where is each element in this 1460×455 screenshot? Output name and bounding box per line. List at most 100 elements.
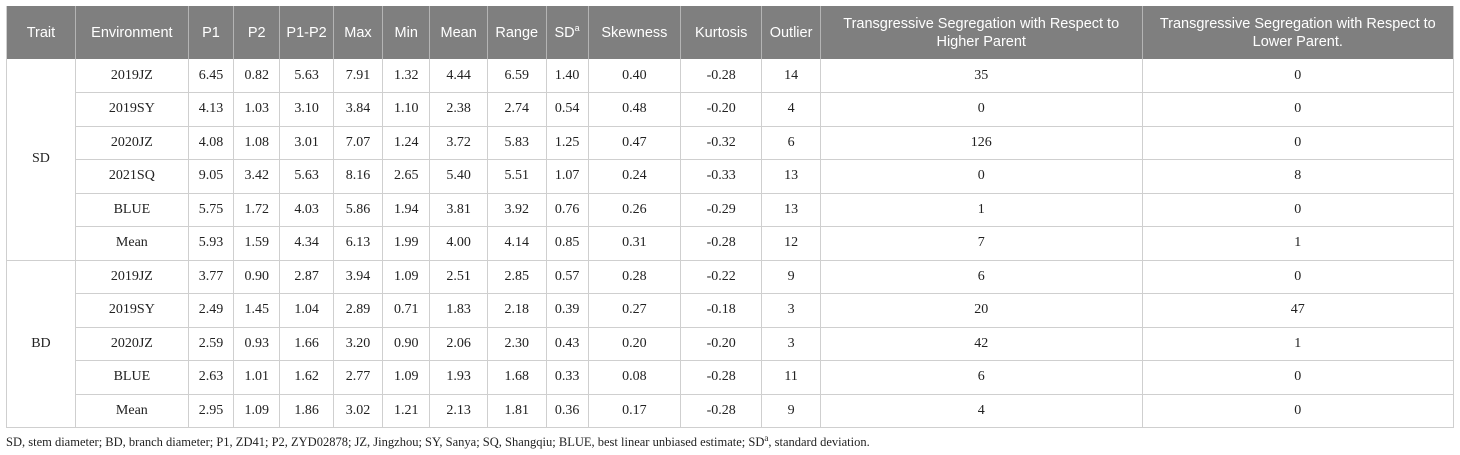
cell-min: 1.32 — [382, 59, 431, 93]
cell-environment: 2019SY — [75, 293, 189, 328]
cell-environment: 2020JZ — [75, 126, 189, 160]
cell-max: 5.86 — [333, 193, 384, 227]
cell-p2: 3.42 — [233, 159, 281, 194]
cell-p1: 4.08 — [188, 126, 235, 160]
cell-p1-p2: 4.03 — [279, 193, 334, 227]
cell-transgressive-lower: 0 — [1142, 259, 1454, 294]
cell-transgressive-lower: 1 — [1142, 327, 1454, 361]
cell-mean: 2.38 — [429, 92, 488, 127]
cell-skewness: 0.28 — [588, 259, 682, 294]
cell-min: 1.21 — [382, 394, 431, 428]
cell-p1: 2.63 — [188, 360, 235, 395]
cell-transgressive-lower: 0 — [1142, 193, 1454, 227]
cell-transgressive-lower: 0 — [1142, 394, 1454, 428]
cell-kurtosis: -0.20 — [680, 327, 763, 361]
table-row: 2019SY 2.49 1.45 1.04 2.89 0.71 1.83 2.18 0.39 0.… — [7, 293, 1454, 328]
cell-mean: 4.00 — [429, 226, 488, 261]
cell-p1-p2: 5.63 — [279, 59, 334, 93]
cell-transgressive-higher: 0 — [820, 92, 1143, 127]
cell-sd: 0.39 — [546, 293, 589, 328]
header-mean: Mean — [429, 6, 488, 59]
cell-p2: 1.03 — [233, 92, 281, 127]
table-row: 2020JZ 4.08 1.08 3.01 7.07 1.24 3.72 5.83 1.25 0.… — [7, 126, 1454, 160]
cell-p1: 2.49 — [188, 293, 235, 328]
cell-transgressive-higher: 0 — [820, 159, 1143, 194]
cell-max: 2.89 — [333, 293, 384, 328]
cell-transgressive-higher: 4 — [820, 394, 1143, 428]
cell-sd: 1.40 — [546, 59, 589, 93]
cell-min: 1.09 — [382, 360, 431, 395]
cell-environment: 2019JZ — [75, 259, 189, 294]
cell-environment: 2019JZ — [75, 59, 189, 93]
table-row: SD 2019JZ 6.45 0.82 5.63 7.91 1.32 4.44 6.59 1.40… — [6, 59, 1454, 261]
cell-p1-p2: 1.66 — [279, 327, 334, 361]
cell-max: 3.02 — [333, 394, 384, 428]
table-row: BLUE 2.63 1.01 1.62 2.77 1.09 1.93 1.68 0.33 0.08… — [7, 360, 1454, 395]
cell-environment: Mean — [75, 394, 189, 428]
cell-p1-p2: 1.86 — [279, 394, 334, 428]
cell-range: 2.74 — [487, 92, 547, 127]
cell-mean: 2.13 — [429, 394, 488, 428]
cell-skewness: 0.27 — [588, 293, 682, 328]
cell-min: 1.99 — [382, 226, 431, 261]
cell-mean: 3.81 — [429, 193, 488, 227]
cell-transgressive-lower: 0 — [1142, 59, 1454, 93]
cell-p1: 3.77 — [188, 259, 235, 294]
header-trait: Trait — [6, 6, 76, 59]
table-footnote: SD, stem diameter; BD, branch diameter; … — [6, 433, 870, 450]
cell-outlier: 13 — [761, 193, 821, 227]
cell-environment: BLUE — [75, 360, 189, 395]
header-kurtosis: Kurtosis — [680, 6, 763, 59]
cell-environment: Mean — [75, 226, 189, 261]
cell-skewness: 0.48 — [588, 92, 682, 127]
cell-min: 1.10 — [382, 92, 431, 127]
cell-transgressive-lower: 0 — [1142, 126, 1454, 160]
cell-sd: 1.07 — [546, 159, 589, 194]
cell-mean: 4.44 — [429, 59, 488, 93]
cell-outlier: 4 — [761, 92, 821, 127]
header-skewness: Skewness — [588, 6, 682, 59]
table-row: BLUE 5.75 1.72 4.03 5.86 1.94 3.81 3.92 0.76 0.26… — [7, 193, 1454, 227]
cell-p2: 1.01 — [233, 360, 281, 395]
cell-p2: 1.59 — [233, 226, 281, 261]
cell-skewness: 0.40 — [588, 59, 682, 93]
header-outlier: Outlier — [761, 6, 821, 59]
cell-range: 5.83 — [487, 126, 547, 160]
table-body: SD 2019JZ 6.45 0.82 5.63 7.91 1.32 4.44 6.59 1.40… — [6, 59, 1454, 428]
cell-kurtosis: -0.29 — [680, 193, 763, 227]
cell-transgressive-lower: 0 — [1142, 360, 1454, 395]
table-row: Mean 2.95 1.09 1.86 3.02 1.21 2.13 1.81 0.36 0.17… — [7, 394, 1454, 428]
header-sd: SDa — [546, 6, 589, 59]
cell-max: 7.07 — [333, 126, 384, 160]
table-row: 2021SQ 9.05 3.42 5.63 8.16 2.65 5.40 5.51 1.07 0.… — [7, 159, 1454, 194]
cell-mean: 3.72 — [429, 126, 488, 160]
cell-p2: 1.08 — [233, 126, 281, 160]
trait-cell: BD — [6, 259, 76, 428]
cell-outlier: 13 — [761, 159, 821, 194]
cell-kurtosis: -0.32 — [680, 126, 763, 160]
cell-p1: 5.75 — [188, 193, 235, 227]
cell-p2: 0.82 — [233, 59, 281, 93]
cell-min: 1.09 — [382, 259, 431, 294]
cell-transgressive-lower: 0 — [1142, 92, 1454, 127]
cell-sd: 0.36 — [546, 394, 589, 428]
cell-outlier: 12 — [761, 226, 821, 261]
cell-range: 6.59 — [487, 59, 547, 93]
cell-mean: 2.06 — [429, 327, 488, 361]
cell-outlier: 6 — [761, 126, 821, 160]
cell-skewness: 0.20 — [588, 327, 682, 361]
cell-range: 2.30 — [487, 327, 547, 361]
cell-outlier: 11 — [761, 360, 821, 395]
cell-environment: 2021SQ — [75, 159, 189, 194]
cell-outlier: 3 — [761, 327, 821, 361]
cell-sd: 0.43 — [546, 327, 589, 361]
cell-p1: 2.59 — [188, 327, 235, 361]
cell-range: 1.68 — [487, 360, 547, 395]
cell-p1-p2: 3.10 — [279, 92, 334, 127]
header-p2: P2 — [233, 6, 281, 59]
cell-max: 3.84 — [333, 92, 384, 127]
cell-transgressive-higher: 20 — [820, 293, 1143, 328]
cell-p2: 1.45 — [233, 293, 281, 328]
cell-kurtosis: -0.28 — [680, 226, 763, 261]
cell-transgressive-lower: 47 — [1142, 293, 1454, 328]
